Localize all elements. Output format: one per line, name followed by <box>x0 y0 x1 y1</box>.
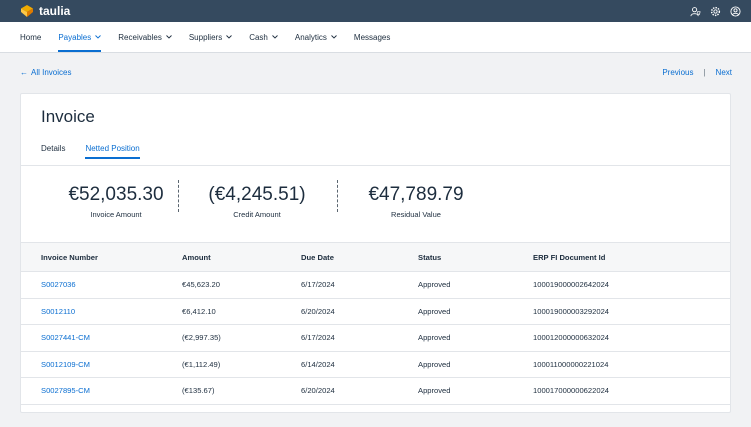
back-to-invoices-link[interactable]: ← All Invoices <box>20 68 71 77</box>
invoice-number-link[interactable]: S0012109-CM <box>41 359 90 369</box>
column-header-erp-id[interactable]: ERP FI Document Id <box>533 242 730 272</box>
invoice-amount-label: Invoice Amount <box>90 210 142 219</box>
tabs-divider <box>21 165 730 166</box>
invoice-tabs: Details Netted Position <box>41 144 140 159</box>
netted-summary: €52,035.30 Invoice Amount (€4,245.51) Cr… <box>21 166 730 242</box>
residual-value-label: Residual Value <box>391 210 441 219</box>
amount-cell: €45,623.20 <box>182 271 301 299</box>
back-link-label: All Invoices <box>31 68 72 77</box>
invoice-number-link[interactable]: S0027036 <box>41 280 76 290</box>
invoice-amount-metric: €52,035.30 Invoice Amount <box>51 184 181 219</box>
erp-id-cell: 100017000000622024 <box>533 377 730 405</box>
invoice-number-link[interactable]: S0012110 <box>41 306 76 316</box>
amount-cell: (€135.67) <box>182 377 301 405</box>
credit-amount-metric: (€4,245.51) Credit Amount <box>197 184 317 219</box>
chevron-down-icon <box>331 35 337 39</box>
nav-item-label: Payables <box>58 32 92 42</box>
chevron-down-icon <box>272 35 278 39</box>
nav-item-cash[interactable]: Cash <box>249 22 278 52</box>
page-title: Invoice <box>41 107 95 126</box>
brand[interactable]: taulia <box>20 4 70 18</box>
nav-item-receivables[interactable]: Receivables <box>118 22 172 52</box>
tab-details[interactable]: Details <box>41 144 66 153</box>
nav-item-home[interactable]: Home <box>20 22 41 52</box>
shell-bar: taulia <box>0 0 751 22</box>
invoice-amount-value: €52,035.30 <box>68 184 164 205</box>
nav-item-messages[interactable]: Messages <box>354 22 390 52</box>
due-date-cell: 6/17/2024 <box>301 324 418 352</box>
residual-value-metric: €47,789.79 Residual Value <box>356 184 476 219</box>
nav-item-label: Suppliers <box>188 32 223 42</box>
due-date-cell: 6/17/2024 <box>301 271 418 299</box>
erp-id-cell: 100019000003292024 <box>533 298 730 325</box>
chevron-down-icon <box>166 35 172 39</box>
residual-value-value: €47,789.79 <box>368 184 464 205</box>
invoice-card: Invoice Details Netted Position €52,035.… <box>20 93 731 413</box>
column-header-status[interactable]: Status <box>418 242 533 272</box>
summary-divider <box>178 180 179 212</box>
nav-item-suppliers[interactable]: Suppliers <box>188 22 233 52</box>
table-row: S0027895-CM (€135.67) 6/20/2024 Approved… <box>21 377 730 405</box>
credit-amount-label: Credit Amount <box>233 210 281 219</box>
due-date-cell: 6/20/2024 <box>301 377 418 405</box>
nav-item-label: Cash <box>249 32 268 42</box>
erp-id-cell: 100012000000632024 <box>533 324 730 352</box>
status-cell: Approved <box>418 324 533 352</box>
breadcrumb: ← All Invoices Previous | Next <box>0 53 751 92</box>
invoice-number-link[interactable]: S0027441-CM <box>41 333 90 343</box>
chevron-down-icon <box>95 35 102 39</box>
nav-item-label: Receivables <box>118 32 162 42</box>
column-header-due-date[interactable]: Due Date <box>301 242 418 272</box>
taulia-logo-icon <box>21 5 33 17</box>
table-row: S0027036 €45,623.20 6/17/2024 Approved 1… <box>21 271 730 299</box>
main-nav: Home Payables Receivables Suppliers Cash… <box>0 22 751 53</box>
table-header-row: Invoice Number Amount Due Date Status ER… <box>21 242 730 272</box>
invoice-table: Invoice Number Amount Due Date Status ER… <box>21 242 730 405</box>
status-cell: Approved <box>418 377 533 405</box>
status-cell: Approved <box>418 271 533 299</box>
gear-icon[interactable] <box>710 6 721 17</box>
due-date-cell: 6/20/2024 <box>301 298 418 325</box>
chevron-down-icon <box>226 35 233 39</box>
nav-item-payables[interactable]: Payables <box>58 22 102 52</box>
person-bell-icon[interactable] <box>690 6 701 17</box>
erp-id-cell: 100019000002642024 <box>533 271 730 299</box>
amount-cell: (€2,997.35) <box>182 324 301 352</box>
erp-id-cell: 100011000000221024 <box>533 351 730 378</box>
amount-cell: (€1,112.49) <box>182 351 301 378</box>
nav-item-label: Messages <box>353 32 391 42</box>
pager: Previous | Next <box>662 68 732 77</box>
pager-separator: | <box>703 68 706 77</box>
credit-amount-value: (€4,245.51) <box>208 184 306 205</box>
column-header-invoice-number[interactable]: Invoice Number <box>21 242 182 272</box>
brand-name: taulia <box>39 4 71 18</box>
column-header-amount[interactable]: Amount <box>182 242 301 272</box>
nav-item-label: Home <box>20 32 42 42</box>
table-row: S0012109-CM (€1,112.49) 6/14/2024 Approv… <box>21 351 730 378</box>
arrow-left-icon: ← <box>20 68 28 77</box>
due-date-cell: 6/14/2024 <box>301 351 418 378</box>
user-circle-icon[interactable] <box>730 5 741 17</box>
nav-item-analytics[interactable]: Analytics <box>295 22 337 52</box>
previous-link[interactable]: Previous <box>662 68 694 77</box>
nav-item-label: Analytics <box>294 32 327 42</box>
amount-cell: €6,412.10 <box>182 298 301 325</box>
table-row: S0012110 €6,412.10 6/20/2024 Approved 10… <box>21 298 730 325</box>
status-cell: Approved <box>418 351 533 378</box>
status-cell: Approved <box>418 298 533 325</box>
next-link[interactable]: Next <box>715 68 732 77</box>
table-row: S0027441-CM (€2,997.35) 6/17/2024 Approv… <box>21 324 730 352</box>
tab-netted-position[interactable]: Netted Position <box>85 144 140 159</box>
invoice-number-link[interactable]: S0027895-CM <box>41 386 90 396</box>
summary-divider <box>337 180 338 212</box>
